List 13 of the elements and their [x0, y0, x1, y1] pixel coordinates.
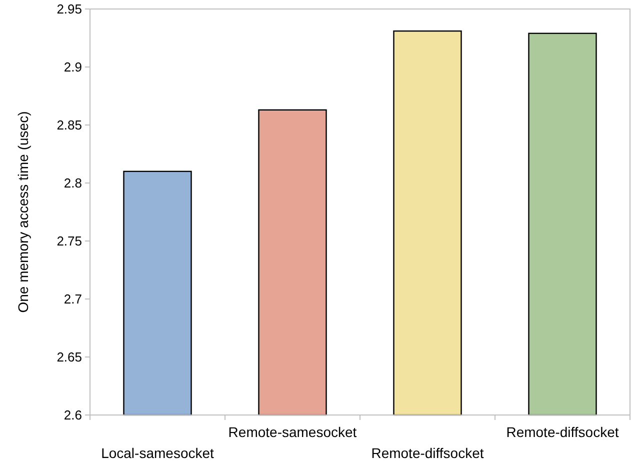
- x-tick-label: Remote-samesocket: [228, 424, 357, 440]
- y-tick-label: 2.65: [56, 350, 82, 365]
- y-axis-title: One memory access time (usec): [15, 111, 31, 313]
- y-tick-label: 2.6: [64, 408, 82, 423]
- x-tick-label: Remote-diffsocket: [506, 424, 619, 440]
- y-tick-label: 2.85: [56, 118, 82, 133]
- y-tick-label: 2.75: [56, 234, 82, 249]
- y-tick-label: 2.7: [64, 292, 82, 307]
- y-tick-label: 2.95: [56, 2, 82, 17]
- y-tick-label: 2.9: [64, 60, 82, 75]
- y-tick-label: 2.8: [64, 176, 82, 191]
- x-tick-label: Local-samesocket: [101, 444, 214, 461]
- x-tick-label: Remote-diffsocket: [371, 444, 484, 461]
